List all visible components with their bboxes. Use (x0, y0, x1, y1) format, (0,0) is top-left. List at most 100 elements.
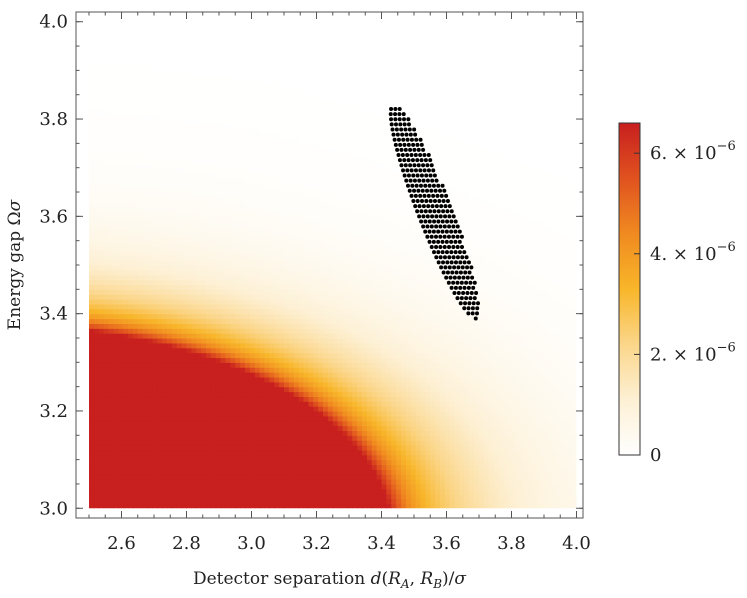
heatmap-cell (167, 80, 173, 86)
heatmap-cell (181, 479, 188, 485)
heatmap-cell (152, 216, 158, 222)
heatmap-cell (264, 216, 270, 222)
heatmap-cell (132, 445, 139, 451)
heatmap-cell (98, 474, 105, 480)
heatmap-cell (318, 333, 324, 339)
heatmap-cell (220, 36, 227, 42)
heatmap-cell (196, 211, 202, 217)
heatmap-cell (118, 318, 124, 324)
heatmap-cell (303, 337, 309, 344)
heatmap-cell (142, 313, 149, 320)
heatmap-cell (230, 265, 236, 271)
heatmap-cell (318, 70, 324, 76)
heatmap-cell (152, 240, 158, 247)
heatmap-cell (191, 459, 197, 466)
heatmap-cell (128, 182, 134, 188)
heatmap-cell (93, 153, 100, 159)
heatmap-cell (108, 36, 114, 42)
heatmap-cell (284, 498, 290, 505)
heatmap-cell (181, 318, 188, 324)
heatmap-cell (176, 211, 183, 217)
heatmap-cell (181, 474, 188, 480)
heatmap-cell (284, 226, 290, 232)
heatmap-cell (323, 201, 329, 208)
heatmap-cell (230, 206, 236, 213)
heatmap-cell (147, 308, 153, 315)
heatmap-cell (293, 260, 300, 266)
heatmap-cell (93, 352, 100, 359)
heatmap-cell (167, 469, 173, 475)
heatmap-cell (215, 498, 222, 505)
heatmap-cell (167, 308, 173, 315)
heatmap-cell (196, 386, 202, 393)
heatmap-cell (269, 289, 275, 295)
heatmap-cell (196, 308, 202, 315)
heatmap-cell (118, 299, 124, 305)
heatmap-cell (162, 230, 168, 237)
heatmap-cell (293, 454, 300, 461)
heatmap-cell (128, 99, 134, 106)
heatmap-cell (93, 357, 100, 363)
heatmap-cell (220, 250, 227, 256)
heatmap-cell (171, 250, 178, 256)
heatmap-cell (123, 192, 129, 198)
heatmap-cell (103, 99, 110, 106)
heatmap-cell (259, 206, 266, 213)
heatmap-cell (293, 55, 300, 62)
heatmap-cell (113, 299, 119, 305)
heatmap-cell (215, 46, 222, 52)
heatmap-cell (288, 299, 295, 305)
heatmap-cell (269, 410, 275, 417)
heatmap-cell (264, 440, 270, 446)
heatmap-cell (132, 342, 139, 349)
heatmap-cell (137, 250, 144, 256)
heatmap-cell (176, 401, 183, 407)
heatmap-cell (264, 498, 270, 505)
heatmap-cell (288, 435, 295, 441)
heatmap-cell (284, 192, 290, 198)
heatmap-cell (93, 430, 100, 436)
heatmap-cell (318, 26, 324, 33)
heatmap-cell (176, 187, 183, 193)
heatmap-cell (220, 119, 227, 125)
heatmap-cell (269, 182, 275, 188)
heatmap-cell (181, 128, 188, 135)
heatmap-cell (230, 410, 236, 417)
heatmap-cell (230, 303, 236, 310)
heatmap-cell (245, 347, 251, 354)
heatmap-cell (259, 347, 266, 354)
heatmap-cell (293, 347, 300, 354)
heatmap-cell (108, 386, 114, 393)
heatmap-cell (176, 235, 183, 242)
heatmap-cell (137, 201, 144, 208)
heatmap-cell (89, 464, 95, 470)
heatmap-cell (123, 323, 129, 329)
heatmap-cell (225, 328, 231, 334)
heatmap-cell (201, 430, 207, 436)
heatmap-cell (327, 216, 334, 222)
heatmap-cell (235, 303, 241, 310)
heatmap-cell (240, 31, 246, 37)
heatmap-cell (274, 70, 280, 76)
heatmap-cell (157, 303, 163, 310)
heatmap-cell (118, 265, 124, 271)
heatmap-cell (245, 406, 251, 412)
heatmap-cell (318, 449, 324, 456)
heatmap-cell (303, 167, 309, 174)
heatmap-cell (293, 138, 300, 144)
heatmap-cell (259, 391, 266, 397)
heatmap-cell (225, 333, 231, 339)
heatmap-cell (137, 21, 144, 28)
heatmap-cell (254, 182, 261, 188)
heatmap-cell (201, 479, 207, 485)
heatmap-cell (288, 187, 295, 193)
heatmap-cell (142, 255, 149, 261)
heatmap-cell (118, 143, 124, 149)
heatmap-cell (220, 75, 227, 81)
heatmap-cell (137, 187, 144, 193)
heatmap-cell (308, 386, 314, 393)
heatmap-cell (137, 41, 144, 47)
heatmap-cell (259, 410, 266, 417)
heatmap-cell (279, 89, 285, 96)
heatmap-cell (181, 342, 188, 349)
